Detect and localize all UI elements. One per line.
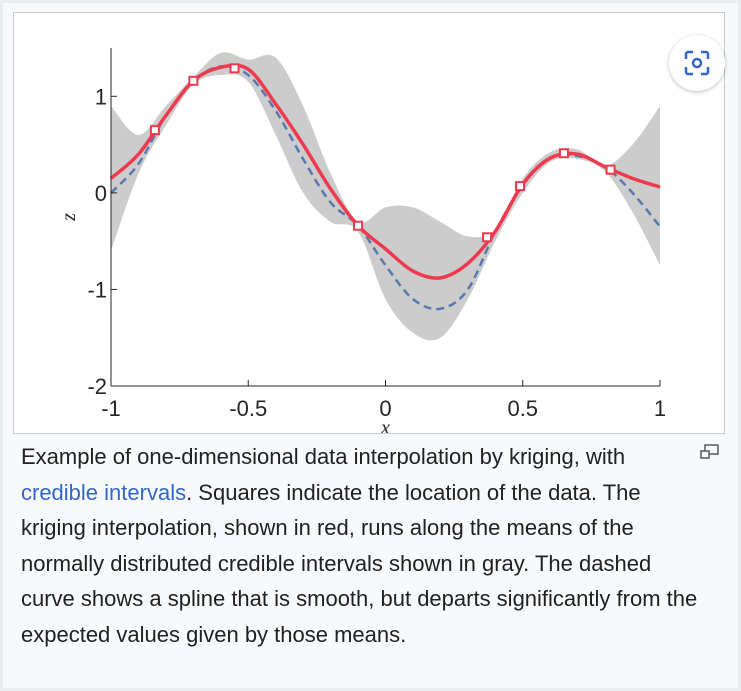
chart: -2-101-1 -0.5 0 0.5 1xz bbox=[58, 48, 666, 433]
zoom-button[interactable] bbox=[669, 35, 725, 91]
kriging-line bbox=[109, 63, 661, 280]
enlarge-icon[interactable] bbox=[699, 443, 721, 461]
y-tick-label: 0 bbox=[95, 181, 107, 206]
x-tick-label: 0.5 bbox=[507, 396, 538, 421]
data-point bbox=[229, 63, 240, 74]
credible-band bbox=[111, 52, 660, 341]
y-axis-label: z bbox=[58, 213, 80, 222]
caption-text: . Squares indicate the location of the d… bbox=[21, 479, 698, 647]
x-tick-label: -0.5 bbox=[229, 396, 267, 421]
caption-text: Example of one-dimensional data interpol… bbox=[21, 444, 626, 469]
data-point bbox=[482, 232, 493, 243]
data-point bbox=[149, 125, 160, 136]
caption-link[interactable]: credible intervals bbox=[21, 479, 187, 505]
x-tick-label: 0 bbox=[379, 396, 391, 421]
x-tick-label: -1 bbox=[101, 396, 121, 421]
y-tick-label: -2 bbox=[87, 374, 107, 399]
x-axis-label: x bbox=[380, 417, 390, 433]
caption: Example of one-dimensional data interpol… bbox=[21, 439, 701, 652]
data-point bbox=[353, 220, 364, 231]
x-tick-label: 1 bbox=[654, 396, 666, 421]
zoom-icon bbox=[684, 50, 710, 76]
data-point bbox=[605, 164, 616, 175]
data-point bbox=[188, 75, 199, 86]
y-tick-label: 1 bbox=[95, 84, 107, 109]
y-tick-label: -1 bbox=[87, 277, 107, 302]
data-point bbox=[515, 181, 526, 192]
data-point bbox=[558, 148, 569, 159]
image[interactable]: -2 -1 0 1 -1 -0.5 0 0.5 1 x z bbox=[13, 12, 725, 434]
